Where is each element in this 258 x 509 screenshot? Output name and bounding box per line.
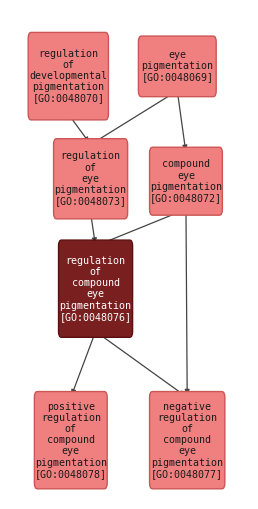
FancyBboxPatch shape xyxy=(138,36,216,97)
Text: eye
pigmentation
[GO:0048069]: eye pigmentation [GO:0048069] xyxy=(141,50,213,82)
FancyBboxPatch shape xyxy=(150,391,225,489)
FancyBboxPatch shape xyxy=(150,147,222,215)
Text: compound
eye
pigmentation
[GO:0048072]: compound eye pigmentation [GO:0048072] xyxy=(150,159,222,203)
Text: regulation
of
developmental
pigmentation
[GO:0048070]: regulation of developmental pigmentation… xyxy=(29,49,107,103)
FancyBboxPatch shape xyxy=(34,391,107,489)
Text: negative
regulation
of
compound
eye
pigmentation
[GO:0048077]: negative regulation of compound eye pigm… xyxy=(151,402,223,479)
FancyBboxPatch shape xyxy=(28,33,108,120)
Text: positive
regulation
of
compound
eye
pigmentation
[GO:0048078]: positive regulation of compound eye pigm… xyxy=(35,402,107,479)
Text: regulation
of
compound
eye
pigmentation
[GO:0048076]: regulation of compound eye pigmentation … xyxy=(60,256,132,322)
FancyBboxPatch shape xyxy=(54,138,128,219)
FancyBboxPatch shape xyxy=(59,240,133,337)
Text: regulation
of
eye
pigmentation
[GO:0048073]: regulation of eye pigmentation [GO:00480… xyxy=(55,151,127,206)
